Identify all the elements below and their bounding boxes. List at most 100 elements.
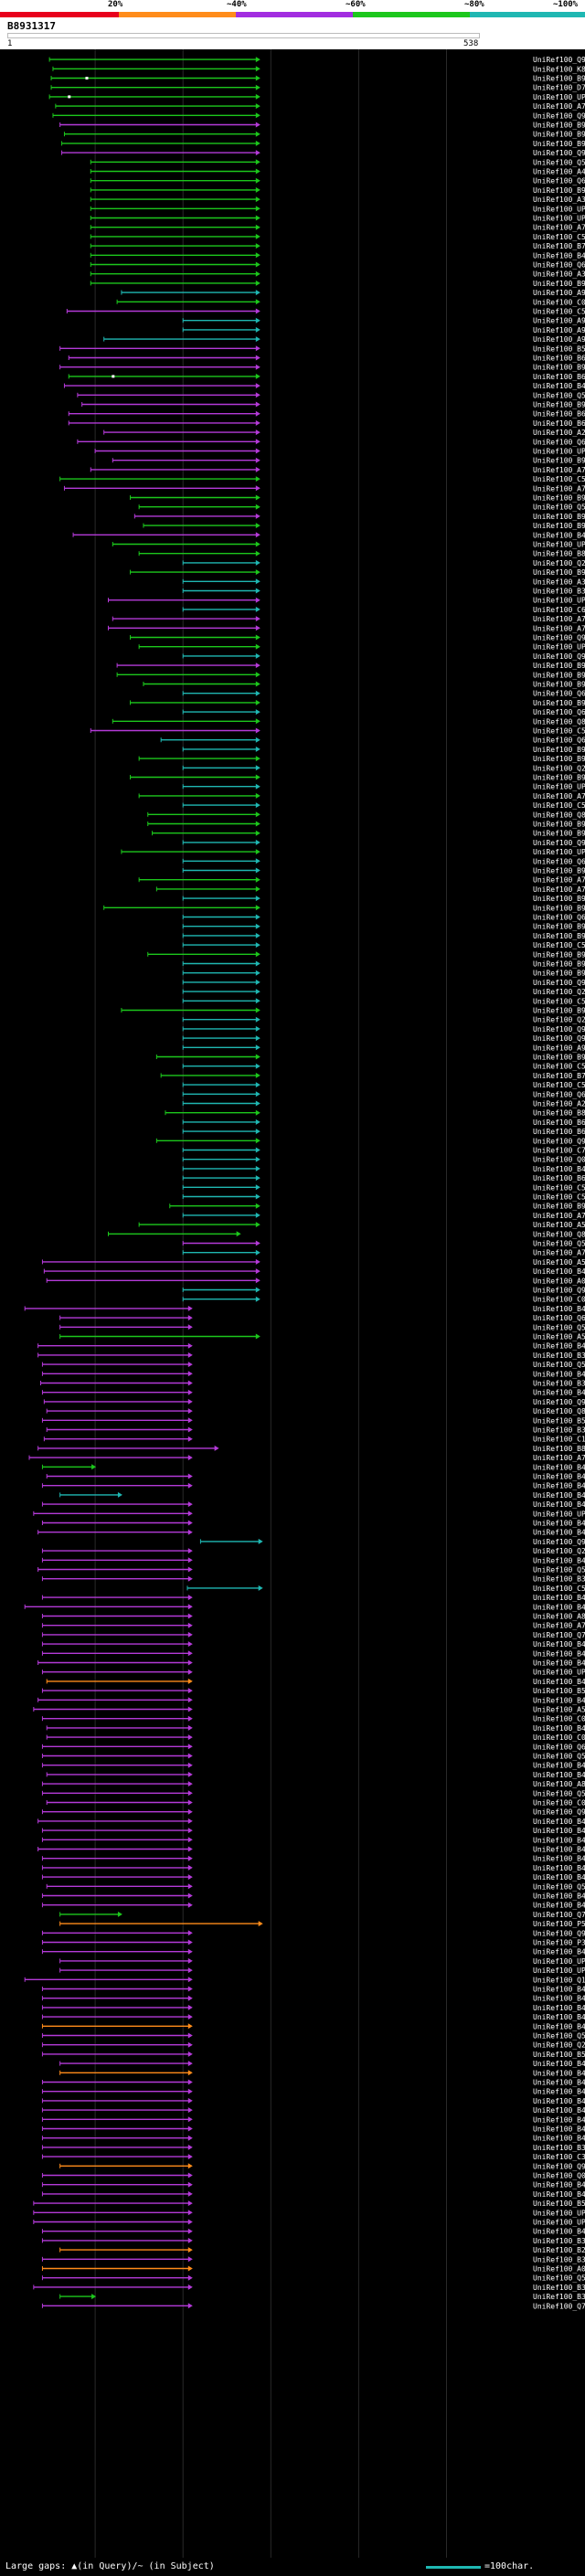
hit-label[interactable]: UniRef100_B4JR63: [533, 1603, 585, 1611]
hit-label[interactable]: UniRef100_A7PT71: [533, 624, 585, 632]
hit-label[interactable]: UniRef100_B9IQ29: [533, 830, 585, 838]
hit-label[interactable]: UniRef100_A7Q1E7: [533, 876, 585, 885]
hit-label[interactable]: UniRef100_B3IC90: [533, 588, 585, 596]
hit-label[interactable]: UniRef100_A8XQU7: [533, 1613, 585, 1621]
hit-label[interactable]: UniRef100_Q29M08: [533, 1547, 585, 1555]
hit-label[interactable]: UniRef100_Q5JJP7: [533, 391, 585, 399]
hit-label[interactable]: UniRef100_C5YEF6: [533, 727, 585, 736]
hit-label[interactable]: UniRef100_B9GPT7: [533, 522, 585, 530]
hit-label[interactable]: UniRef100_Q5C518: [533, 504, 585, 512]
hit-label[interactable]: UniRef100_A7S8F9: [533, 1454, 585, 1462]
hit-label[interactable]: UniRef100_B4PS17: [533, 1986, 585, 1994]
hit-label[interactable]: UniRef100_Q8LGF0: [533, 717, 585, 726]
hit-label[interactable]: UniRef100_B3M5E1: [533, 2144, 585, 2152]
hit-label[interactable]: UniRef100_B4FN14: [533, 382, 585, 390]
hit-label[interactable]: UniRef100_UP1000..: [533, 1966, 585, 1975]
hit-label[interactable]: UniRef100_A5E483: [533, 1258, 585, 1267]
hit-label[interactable]: UniRef100_Q6K7C7: [533, 914, 585, 922]
hit-label[interactable]: UniRef100_B4ID59: [533, 1902, 585, 1910]
hit-label[interactable]: UniRef100_Q9VRE8: [533, 1808, 585, 1817]
hit-label[interactable]: UniRef100_B3M1Q0: [533, 2293, 585, 2301]
hit-label[interactable]: UniRef100_B4QB47: [533, 1520, 585, 1528]
hit-label[interactable]: UniRef100_B4L6F1: [533, 1827, 585, 1835]
hit-label[interactable]: UniRef100_C0PM39: [533, 1799, 585, 1807]
hit-label[interactable]: UniRef100_Q01HP9: [533, 1156, 585, 1164]
hit-label[interactable]: UniRef100_A5E415: [533, 1706, 585, 1714]
hit-label[interactable]: UniRef100_Q9LMP0: [533, 1025, 585, 1034]
hit-label[interactable]: UniRef100_B4FYL9: [533, 1724, 585, 1733]
hit-label[interactable]: UniRef100_A9U2B3: [533, 317, 585, 325]
hit-label[interactable]: UniRef100_B4LFJ0: [533, 2097, 585, 2105]
hit-label[interactable]: UniRef100_A7R5H7: [533, 1249, 585, 1257]
hit-label[interactable]: UniRef100_Q5XWK5: [533, 158, 585, 166]
hit-label[interactable]: UniRef100_Q6YUD5: [533, 177, 585, 186]
hit-label[interactable]: UniRef100_B4L2J1: [533, 2181, 585, 2189]
hit-label[interactable]: UniRef100_Q7Q3J3: [533, 1631, 585, 1639]
hit-label[interactable]: UniRef100_Q9FTA2: [533, 979, 585, 987]
hit-label[interactable]: UniRef100_Q9C7C4: [533, 652, 585, 661]
hit-label[interactable]: UniRef100_B4MZN4: [533, 1771, 585, 1779]
hit-label[interactable]: UniRef100_B4HTD7: [533, 1892, 585, 1901]
hit-label[interactable]: UniRef100_Q6VCZ0: [533, 690, 585, 698]
hit-label[interactable]: UniRef100_B3NVI6: [533, 1352, 585, 1360]
hit-label[interactable]: UniRef100_Q01306: [533, 2172, 585, 2180]
hit-label[interactable]: UniRef100_A0ND58: [533, 1277, 585, 1285]
hit-label[interactable]: UniRef100_B4JUT4: [533, 1855, 585, 1863]
hit-label[interactable]: UniRef100_B4JNE5: [533, 2115, 585, 2124]
hit-label[interactable]: UniRef100_B4M335: [533, 2190, 585, 2199]
hit-label[interactable]: UniRef100_B9ES80: [533, 960, 585, 969]
hit-label[interactable]: UniRef100_Q9C9L2: [533, 149, 585, 157]
hit-label[interactable]: UniRef100_B4MK69: [533, 1818, 585, 1826]
hit-label[interactable]: UniRef100_B9H801: [533, 401, 585, 409]
hit-label[interactable]: UniRef100_Q5CHK1: [533, 1789, 585, 1797]
hit-label[interactable]: UniRef100_B9H1M1: [533, 186, 585, 195]
hit-label[interactable]: UniRef100_B4NBS7: [533, 1370, 585, 1378]
hit-label[interactable]: UniRef100_B9RSQ1: [533, 950, 585, 959]
hit-label[interactable]: UniRef100_Q2V608: [533, 988, 585, 996]
hit-label[interactable]: UniRef100_A3R2J5: [533, 578, 585, 586]
hit-label[interactable]: UniRef100_B8MAN7: [533, 550, 585, 558]
hit-label[interactable]: UniRef100_A9C7T3: [533, 1044, 585, 1052]
hit-label[interactable]: UniRef100_Q7NVY3: [533, 1911, 585, 1919]
hit-label[interactable]: UniRef100_Q8SXG1: [533, 1407, 585, 1415]
hit-label[interactable]: UniRef100_A4UVM5: [533, 168, 585, 176]
hit-label[interactable]: UniRef100_B4H1S1: [533, 1305, 585, 1313]
hit-label[interactable]: UniRef100_B9F4N1: [533, 867, 585, 875]
hit-label[interactable]: UniRef100_C0HHC9: [533, 1715, 585, 1723]
hit-label[interactable]: UniRef100_Q93Z00: [533, 111, 585, 120]
hit-label[interactable]: UniRef100_B4G202: [533, 531, 585, 539]
hit-label[interactable]: UniRef100_Q6NP34: [533, 1314, 585, 1322]
hit-label[interactable]: UniRef100_A5HP49: [533, 1333, 585, 1341]
hit-label[interactable]: UniRef100_B9SA12: [533, 280, 585, 288]
hit-label[interactable]: UniRef100_Q2Q218: [533, 559, 585, 567]
hit-label[interactable]: UniRef100_B6U2U5: [533, 410, 585, 419]
hit-label[interactable]: UniRef100_UP1000..: [533, 93, 585, 101]
hit-label[interactable]: UniRef100_C1GYV8: [533, 1436, 585, 1444]
hit-label[interactable]: UniRef100_C0P1H6: [533, 1733, 585, 1742]
hit-label[interactable]: UniRef100_Q8C5U8-2: [533, 1230, 585, 1238]
hit-label[interactable]: UniRef100_A3ABC3: [533, 196, 585, 204]
hit-label[interactable]: UniRef100_A7QEJ4: [533, 615, 585, 623]
hit-label[interactable]: UniRef100_B4L5K0: [533, 1995, 585, 2003]
hit-label[interactable]: UniRef100_B3NKV0: [533, 2255, 585, 2263]
hit-label[interactable]: UniRef100_C5YGC0: [533, 1183, 585, 1192]
hit-label[interactable]: UniRef100_UP1000..: [533, 783, 585, 791]
hit-label[interactable]: UniRef100_B9H4R6: [533, 457, 585, 465]
hit-label[interactable]: UniRef100_B4N2Z3: [533, 2004, 585, 2012]
hit-label[interactable]: UniRef100_UP1000..: [533, 205, 585, 213]
hit-label[interactable]: UniRef100_B4JHU0: [533, 2125, 585, 2134]
hit-label[interactable]: UniRef100_B4QZN8: [533, 1482, 585, 1490]
hit-label[interactable]: UniRef100_A9S0B2: [533, 335, 585, 344]
hit-label[interactable]: UniRef100_B2KGM6: [533, 2246, 585, 2254]
hit-label[interactable]: UniRef100_Q9M1U4: [533, 1287, 585, 1295]
hit-label[interactable]: UniRef100_B4N2J9: [533, 1267, 585, 1276]
hit-label[interactable]: UniRef100_C5Z727: [533, 233, 585, 241]
hit-label[interactable]: UniRef100_B9RTE0: [533, 821, 585, 829]
hit-label[interactable]: UniRef100_P50222: [533, 1920, 585, 1928]
hit-label[interactable]: UniRef100_C5YC95: [533, 801, 585, 810]
hit-label[interactable]: UniRef100_B9SSP1b: [533, 140, 585, 148]
hit-label[interactable]: UniRef100_B4F9D4: [533, 251, 585, 260]
hit-label[interactable]: UniRef100_C0PB43: [533, 298, 585, 306]
hit-label[interactable]: UniRef100_B4NCF4: [533, 1762, 585, 1770]
hit-label[interactable]: UniRef100_Q55G16: [533, 1566, 585, 1574]
